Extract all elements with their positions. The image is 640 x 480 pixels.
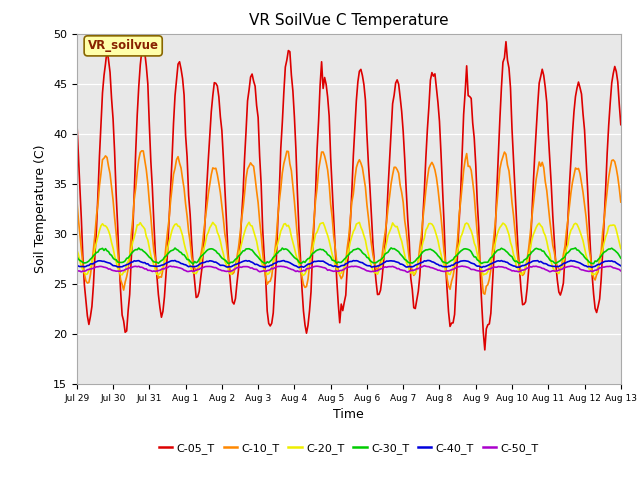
X-axis label: Time: Time xyxy=(333,408,364,421)
Y-axis label: Soil Temperature (C): Soil Temperature (C) xyxy=(35,144,47,273)
Title: VR SoilVue C Temperature: VR SoilVue C Temperature xyxy=(249,13,449,28)
Text: VR_soilvue: VR_soilvue xyxy=(88,39,159,52)
Legend: C-05_T, C-10_T, C-20_T, C-30_T, C-40_T, C-50_T: C-05_T, C-10_T, C-20_T, C-30_T, C-40_T, … xyxy=(154,439,543,458)
